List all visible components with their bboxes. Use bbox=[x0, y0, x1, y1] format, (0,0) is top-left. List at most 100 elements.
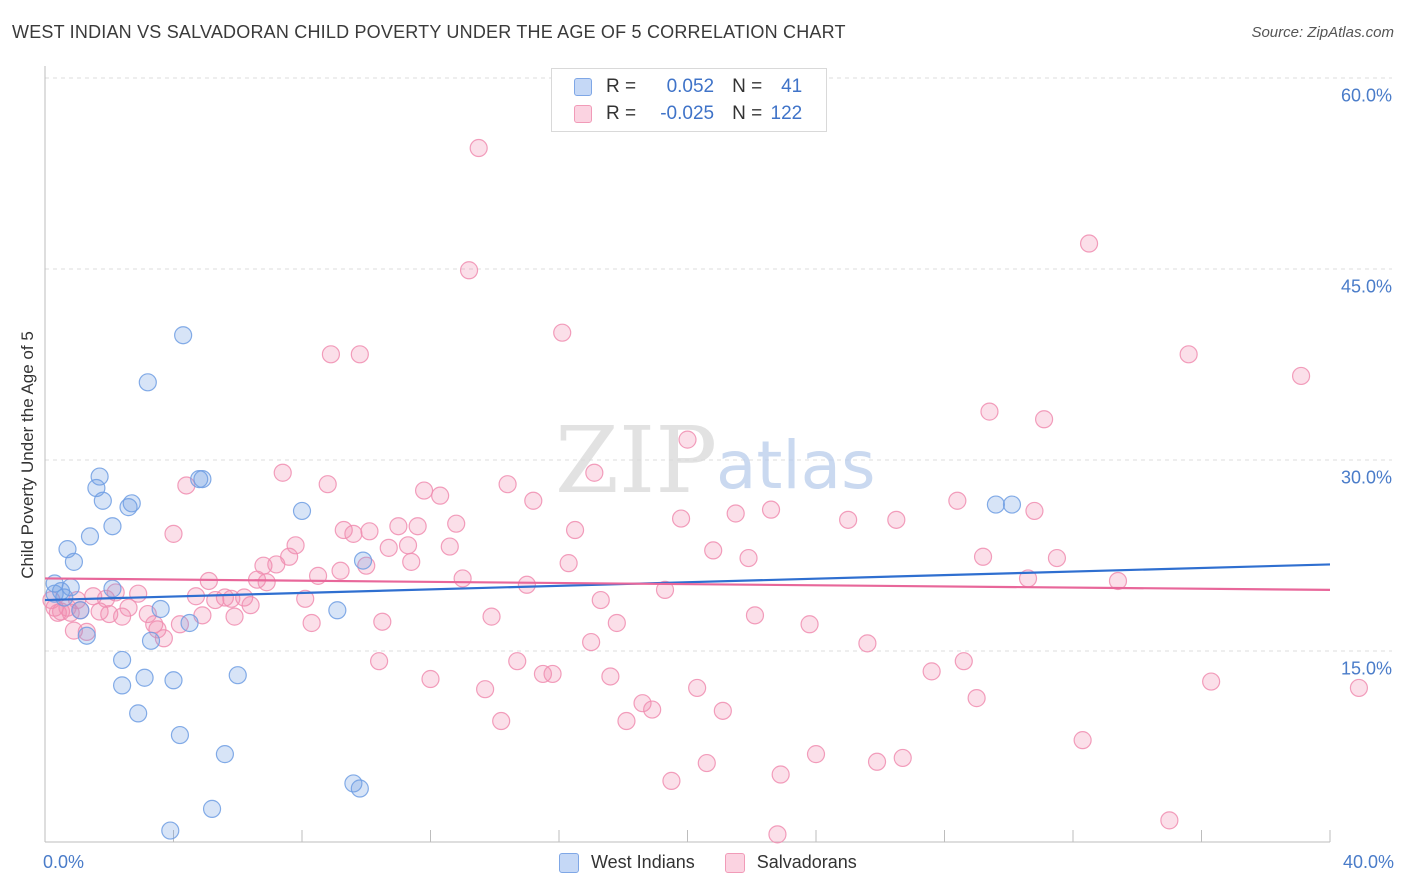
data-point[interactable] bbox=[980, 402, 999, 421]
data-point[interactable] bbox=[228, 666, 247, 685]
data-point[interactable] bbox=[967, 689, 986, 708]
data-point[interactable] bbox=[726, 504, 745, 523]
data-point[interactable] bbox=[350, 779, 369, 798]
data-point[interactable] bbox=[704, 541, 723, 560]
data-point[interactable] bbox=[379, 538, 398, 557]
data-point[interactable] bbox=[1291, 366, 1311, 386]
data-point[interactable] bbox=[64, 552, 84, 571]
data-point[interactable] bbox=[508, 652, 527, 671]
data-point[interactable] bbox=[739, 548, 758, 568]
data-point[interactable] bbox=[350, 345, 369, 364]
data-point[interactable] bbox=[360, 522, 379, 541]
data-point[interactable] bbox=[103, 579, 122, 598]
data-point[interactable] bbox=[954, 652, 973, 671]
data-point[interactable] bbox=[459, 261, 479, 280]
data-point[interactable] bbox=[344, 524, 363, 543]
data-point[interactable] bbox=[151, 599, 170, 619]
data-point[interactable] bbox=[161, 821, 180, 840]
data-point[interactable] bbox=[533, 664, 553, 684]
data-point[interactable] bbox=[887, 510, 906, 529]
data-point[interactable] bbox=[353, 551, 373, 570]
data-point[interactable] bbox=[697, 753, 716, 773]
data-point[interactable] bbox=[331, 561, 350, 580]
data-point[interactable] bbox=[1034, 410, 1054, 429]
data-point[interactable] bbox=[922, 662, 941, 681]
data-point[interactable] bbox=[745, 606, 765, 625]
data-point[interactable] bbox=[768, 825, 787, 844]
data-point[interactable] bbox=[948, 491, 967, 510]
data-point[interactable] bbox=[389, 517, 408, 536]
data-point[interactable] bbox=[806, 745, 826, 764]
data-point[interactable] bbox=[498, 475, 517, 494]
data-point[interactable] bbox=[292, 501, 312, 521]
data-point[interactable] bbox=[800, 615, 819, 634]
data-point[interactable] bbox=[986, 495, 1006, 514]
legend-item-salvadorans[interactable]: Salvadorans bbox=[724, 852, 857, 873]
data-point[interactable] bbox=[440, 537, 459, 556]
data-point[interactable] bbox=[607, 613, 626, 633]
data-point[interactable] bbox=[688, 678, 707, 698]
data-point[interactable] bbox=[601, 667, 620, 686]
data-point[interactable] bbox=[643, 700, 662, 719]
data-point[interactable] bbox=[141, 631, 161, 650]
data-point[interactable] bbox=[1349, 678, 1369, 698]
data-point[interactable] bbox=[524, 491, 543, 510]
data-point[interactable] bbox=[469, 138, 488, 158]
data-point[interactable] bbox=[215, 588, 234, 607]
data-point[interactable] bbox=[112, 607, 132, 626]
data-point[interactable] bbox=[1079, 234, 1099, 253]
data-point[interactable] bbox=[591, 590, 610, 610]
data-point[interactable] bbox=[453, 569, 472, 588]
data-point[interactable] bbox=[71, 601, 90, 620]
data-point[interactable] bbox=[617, 711, 636, 731]
data-point[interactable] bbox=[357, 556, 376, 575]
data-point[interactable] bbox=[867, 752, 887, 771]
data-point[interactable] bbox=[321, 345, 341, 364]
data-point[interactable] bbox=[839, 510, 858, 529]
data-point[interactable] bbox=[103, 517, 122, 536]
data-point[interactable] bbox=[1002, 495, 1022, 514]
data-point[interactable] bbox=[1073, 731, 1092, 750]
data-point[interactable] bbox=[1160, 811, 1179, 830]
data-point[interactable] bbox=[129, 584, 148, 603]
data-point[interactable] bbox=[80, 527, 100, 546]
data-point[interactable] bbox=[170, 615, 190, 634]
data-point[interactable] bbox=[112, 676, 132, 695]
data-point[interactable] bbox=[170, 725, 190, 745]
data-point[interactable] bbox=[1047, 548, 1067, 568]
data-point[interactable] bbox=[112, 650, 132, 670]
data-point[interactable] bbox=[893, 748, 912, 768]
data-point[interactable] bbox=[318, 475, 337, 494]
data-point[interactable] bbox=[582, 632, 601, 652]
data-point[interactable] bbox=[129, 704, 148, 723]
data-point[interactable] bbox=[431, 486, 450, 505]
data-point[interactable] bbox=[302, 613, 321, 633]
data-point[interactable] bbox=[77, 622, 96, 642]
data-point[interactable] bbox=[273, 463, 292, 482]
data-point[interactable] bbox=[373, 612, 392, 631]
data-point[interactable] bbox=[280, 547, 299, 566]
data-point[interactable] bbox=[235, 588, 254, 607]
data-point[interactable] bbox=[135, 668, 154, 687]
legend-item-west-indians[interactable]: West Indians bbox=[559, 852, 695, 873]
data-point[interactable] bbox=[225, 607, 244, 626]
data-point[interactable] bbox=[1025, 501, 1044, 521]
data-point[interactable] bbox=[122, 494, 141, 513]
data-point[interactable] bbox=[414, 481, 434, 500]
data-point[interactable] bbox=[655, 580, 675, 599]
data-point[interactable] bbox=[771, 765, 790, 784]
data-point[interactable] bbox=[447, 514, 466, 533]
data-point[interactable] bbox=[565, 520, 585, 540]
data-point[interactable] bbox=[90, 467, 109, 486]
data-point[interactable] bbox=[241, 596, 260, 615]
data-point[interactable] bbox=[402, 552, 421, 571]
data-point[interactable] bbox=[543, 664, 562, 684]
data-point[interactable] bbox=[1108, 571, 1128, 591]
data-point[interactable] bbox=[476, 680, 495, 699]
data-point[interactable] bbox=[713, 701, 732, 720]
data-point[interactable] bbox=[633, 694, 652, 713]
data-point[interactable] bbox=[286, 536, 305, 555]
data-point[interactable] bbox=[148, 620, 167, 639]
data-point[interactable] bbox=[492, 711, 511, 731]
data-point[interactable] bbox=[180, 613, 199, 633]
